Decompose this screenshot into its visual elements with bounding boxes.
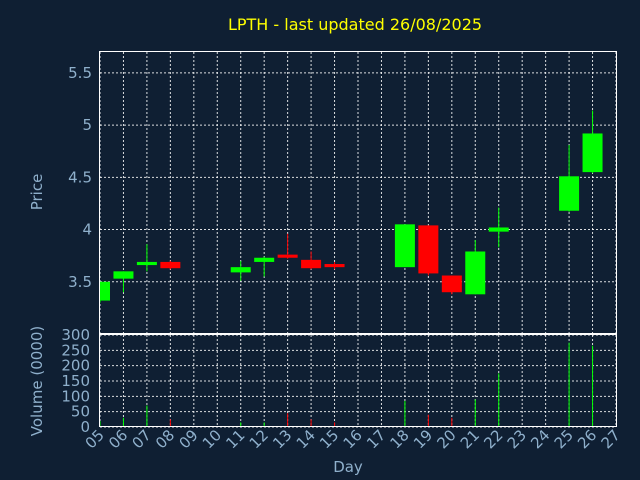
x-tick-label: 18 [387,426,413,452]
price-tick-label: 5 [82,116,92,134]
volume-tick-label: 250 [61,341,90,359]
candle-body [582,133,603,173]
volume-bars [99,342,594,427]
volume-tick-label: 150 [61,372,90,390]
price-grid [99,52,617,334]
candle-body [301,259,322,269]
x-tick-label: 22 [480,426,506,452]
candle-body [441,275,462,293]
price-tick-label: 3.5 [68,273,92,291]
candle-body [559,176,580,211]
price-y-ticks: 3.5 4 4.5 5 5.5 [68,64,92,291]
x-ticks: 0506070809101112131415161718192021222324… [82,426,624,452]
price-tick-label: 4.5 [68,168,92,186]
volume-tick-label: 200 [61,357,90,375]
candles [99,110,603,303]
volume-axis-label: Volume (0000) [28,326,46,436]
x-tick-label: 24 [527,426,553,452]
volume-tick-label: 300 [61,326,90,344]
candle-body [277,254,298,258]
x-tick-label: 27 [598,426,624,452]
x-tick-label: 21 [457,426,483,452]
price-axis-label: Price [28,174,46,211]
x-tick-label: 19 [410,426,436,452]
x-tick-label: 08 [152,426,178,452]
volume-tick-label: 0 [80,418,90,436]
x-tick-label: 06 [105,426,131,452]
x-tick-label: 16 [340,426,366,452]
x-tick-label: 09 [175,426,201,452]
candle-body [100,281,110,301]
x-tick-label: 07 [129,426,155,452]
volume-tick-label: 100 [61,387,90,405]
candle-body [160,261,181,269]
candle-body [230,267,251,273]
candle-body [394,224,415,268]
candle-body [418,225,439,274]
x-tick-label: 12 [246,426,272,452]
candle-body [465,251,486,295]
x-tick-label: 15 [316,426,342,452]
volume-panel-frame [99,334,617,427]
x-tick-label: 13 [269,426,295,452]
volume-grid [99,334,617,428]
price-tick-label: 5.5 [68,64,92,82]
x-tick-label: 17 [363,426,389,452]
x-tick-label: 11 [222,426,248,452]
candle-body [488,227,509,232]
x-tick-label: 23 [504,426,530,452]
x-tick-label: 20 [433,426,459,452]
candle-body [113,271,134,279]
volume-tick-label: 50 [71,403,90,421]
candle-body [254,257,275,262]
price-tick-label: 4 [82,221,92,239]
x-tick-label: 25 [551,426,577,452]
candle-body [136,261,157,266]
chart-title: LPTH - last updated 26/08/2025 [228,15,482,34]
price-panel-frame [99,51,617,334]
candle-body [324,264,345,268]
x-tick-label: 14 [293,426,319,452]
x-tick-label: 26 [574,426,600,452]
x-axis-label: Day [333,458,363,476]
x-tick-label: 10 [199,426,225,452]
